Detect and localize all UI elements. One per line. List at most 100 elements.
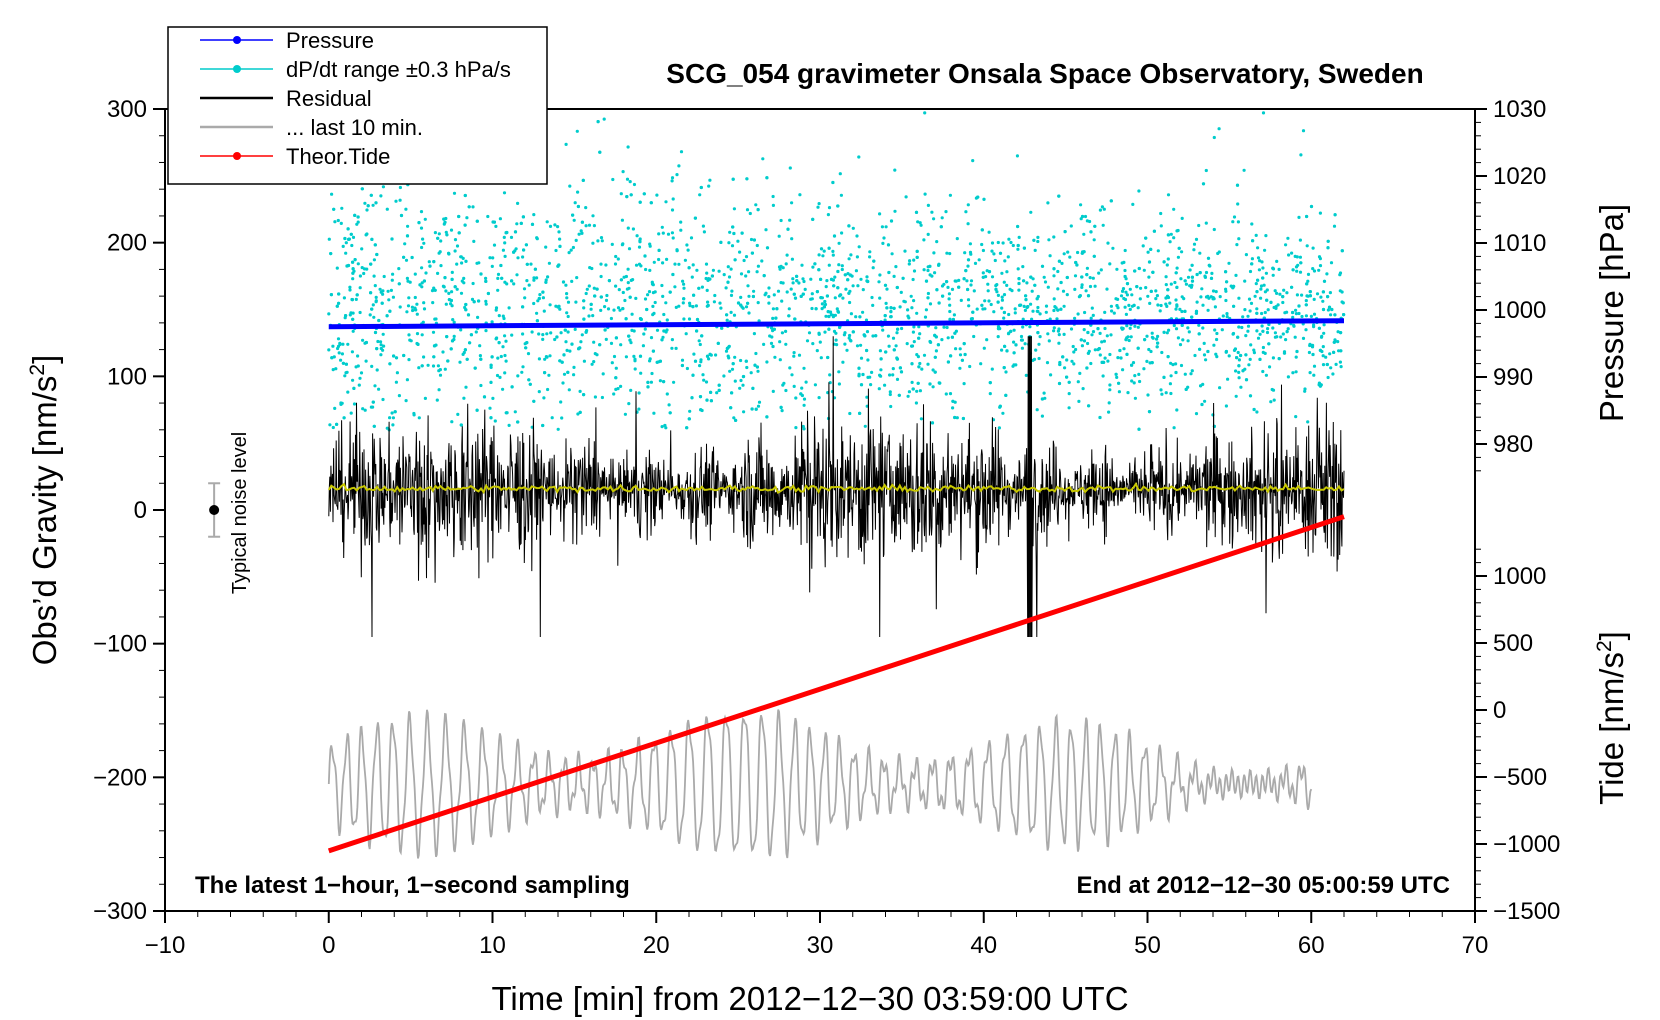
dpdt-point [548, 303, 552, 307]
dpdt-point [840, 231, 844, 235]
dpdt-point [1168, 301, 1172, 305]
dpdt-point [1252, 348, 1256, 352]
dpdt-point [1197, 223, 1201, 228]
dpdt-point [938, 381, 942, 385]
dpdt-point [819, 277, 823, 281]
dpdt-point [981, 248, 986, 253]
dpdt-point [1256, 256, 1261, 260]
dpdt-point [685, 426, 689, 430]
dpdt-point [726, 280, 730, 284]
dpdt-point [789, 287, 793, 291]
dpdt-point [707, 184, 711, 188]
dpdt-point [1197, 323, 1201, 327]
dpdt-point [1187, 330, 1191, 334]
x-tick-label: −10 [145, 932, 186, 959]
dpdt-point [1256, 336, 1261, 340]
pressure-tick-label: 990 [1493, 364, 1533, 391]
y-axis-label-tide: Tide [nm/s2] [1593, 631, 1630, 805]
dpdt-point [748, 211, 752, 216]
dpdt-point [747, 294, 751, 298]
dpdt-point [532, 213, 536, 217]
dpdt-point [521, 305, 525, 309]
dpdt-point [749, 371, 753, 375]
dpdt-point [702, 378, 706, 382]
dpdt-point [918, 221, 922, 225]
dpdt-point [1180, 323, 1184, 327]
dpdt-point [643, 297, 648, 301]
dpdt-point [1023, 308, 1027, 312]
dpdt-point [1200, 287, 1204, 291]
dpdt-point [614, 254, 618, 259]
dpdt-point [979, 362, 983, 366]
dpdt-point [976, 195, 980, 199]
dpdt-point [946, 360, 951, 364]
dpdt-point [532, 301, 536, 306]
dpdt-point [841, 296, 845, 300]
dpdt-point [1013, 307, 1017, 311]
dpdt-point [469, 333, 473, 337]
dpdt-point [501, 248, 505, 252]
dpdt-point [1114, 372, 1118, 376]
dpdt-point [922, 353, 927, 357]
dpdt-point [1101, 223, 1105, 227]
dpdt-point [801, 277, 805, 281]
dpdt-point [870, 370, 874, 374]
dpdt-point [653, 290, 657, 294]
dpdt-point [725, 346, 730, 350]
dpdt-point [891, 373, 895, 377]
dpdt-point [837, 263, 841, 267]
dpdt-point [1082, 339, 1087, 343]
dpdt-point [1308, 371, 1312, 375]
dpdt-point [1008, 287, 1012, 291]
dpdt-point [727, 275, 732, 279]
dpdt-point [331, 368, 335, 372]
dpdt-point [415, 302, 419, 306]
dpdt-point [855, 344, 860, 348]
dpdt-point [1175, 408, 1179, 412]
dpdt-point [503, 371, 507, 375]
dpdt-point [1019, 338, 1024, 342]
dpdt-point [369, 291, 373, 295]
dpdt-point [1294, 370, 1298, 374]
dpdt-point [373, 284, 377, 288]
dpdt-point [848, 338, 853, 342]
dpdt-point [1174, 307, 1178, 311]
dpdt-point [688, 409, 692, 413]
dpdt-point [614, 284, 618, 288]
dpdt-point [843, 331, 847, 335]
dpdt-point [1217, 127, 1221, 131]
dpdt-point [1024, 294, 1028, 298]
dpdt-point [535, 319, 540, 323]
pressure-tick-label: 1010 [1493, 230, 1546, 257]
dpdt-point [993, 258, 997, 263]
dpdt-point [1145, 334, 1149, 338]
dpdt-point [577, 232, 581, 236]
dpdt-point [462, 276, 466, 280]
dpdt-point [342, 296, 346, 300]
dpdt-point [912, 325, 916, 329]
dpdt-point [822, 249, 826, 253]
dpdt-point [443, 367, 447, 371]
dpdt-point [553, 337, 557, 342]
dpdt-point [1101, 374, 1105, 378]
dpdt-point [1155, 294, 1159, 298]
dpdt-point [1159, 303, 1163, 308]
dpdt-point [1180, 309, 1184, 314]
dpdt-point [524, 243, 529, 247]
dpdt-point [557, 304, 561, 308]
dpdt-point [616, 257, 620, 261]
dpdt-point [784, 262, 788, 266]
dpdt-point [1241, 315, 1245, 319]
dpdt-point [1199, 295, 1203, 299]
dpdt-point [363, 408, 367, 412]
dpdt-point [868, 375, 872, 379]
tide-tick-label: 1000 [1493, 563, 1546, 590]
dpdt-point [521, 332, 525, 336]
dpdt-point [865, 275, 869, 279]
dpdt-point [889, 219, 894, 223]
dpdt-point [560, 416, 564, 420]
dpdt-point [687, 417, 691, 421]
dpdt-point [1031, 309, 1035, 313]
dpdt-point [817, 253, 821, 257]
dpdt-point [334, 367, 338, 371]
